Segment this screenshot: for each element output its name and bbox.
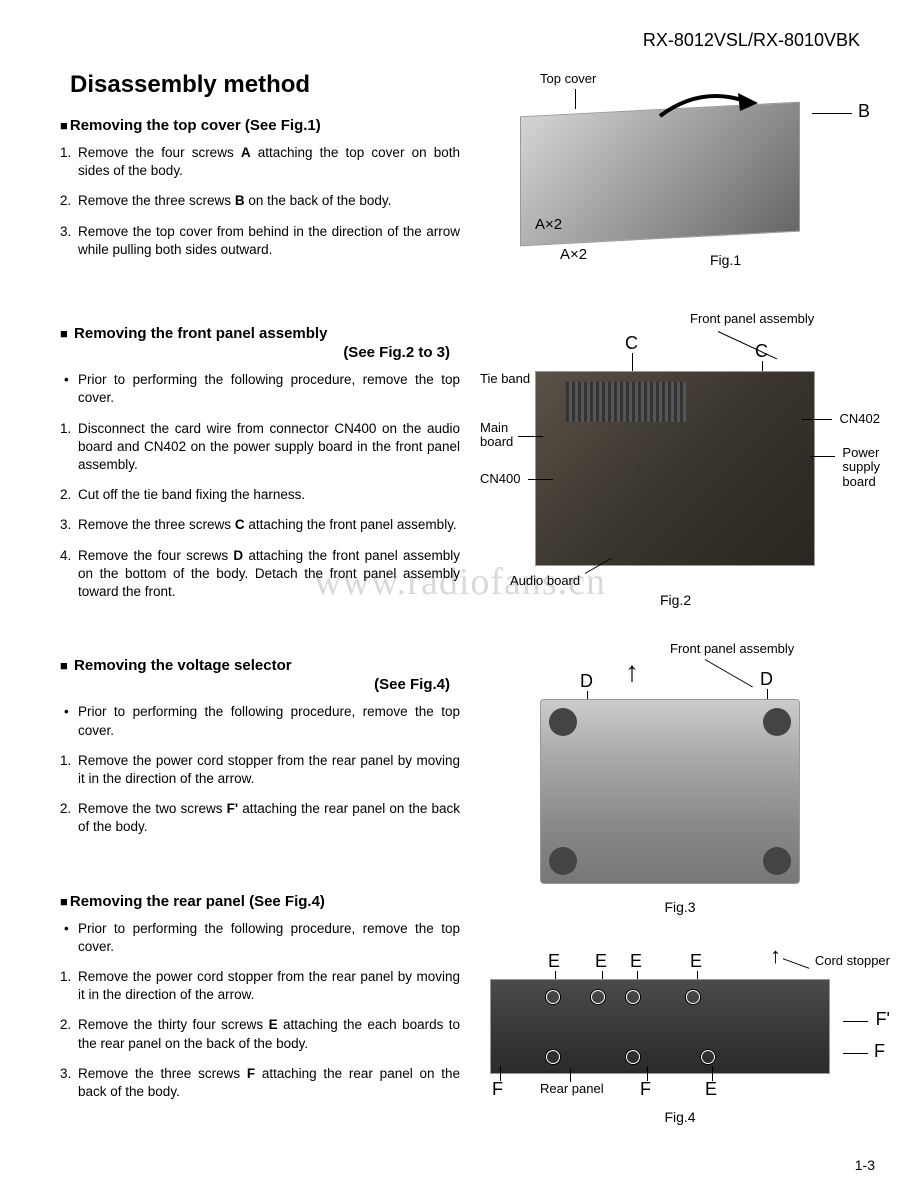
label-e2: E [595,951,607,972]
label-front-panel: Front panel assembly [690,311,814,326]
label-f-right: F [874,1041,885,1062]
step: 2.Remove the thirty four screws E attach… [60,1016,460,1052]
label-power-supply: Powersupplyboard [842,446,880,489]
bullet: Prior to performing the following proced… [60,703,460,739]
step: 2.Remove the two screws F' attaching the… [60,800,460,836]
section-heading-rear-panel: Removing the rear panel (See Fig.4) [60,893,460,910]
label-a2: A×2 [560,246,587,263]
bullets-rear: Prior to performing the following proced… [60,920,460,956]
label-cn400: CN400 [480,471,520,486]
figure-1: Top cover B A×2 A×2 Fig.1 [480,71,880,281]
text-column: Disassembly method Removing the top cove… [60,71,460,1161]
steps-front-panel: 1.Disconnect the card wire from connecto… [60,420,460,602]
bullets-voltage: Prior to performing the following proced… [60,703,460,739]
label-e1: E [548,951,560,972]
page-number: 1-3 [855,1157,875,1173]
step: 1.Remove the power cord stopper from the… [60,968,460,1004]
section-heading-top-cover: Removing the top cover (See Fig.1) [60,117,460,134]
arrow-icon [650,81,770,131]
bullet: Prior to performing the following proced… [60,371,460,407]
main-container: Disassembly method Removing the top cove… [60,71,880,1161]
label-tie-band: Tie band [480,371,530,386]
label-e5: E [705,1079,717,1100]
figure-2: Front panel assembly C C Tie band Mainbo… [480,311,880,611]
label-top-cover: Top cover [540,71,596,86]
step: 3.Remove the three screws C attaching th… [60,516,460,534]
step: 3.Remove the three screws F attaching th… [60,1065,460,1101]
label-a1: A×2 [535,216,562,233]
step: 2.Cut off the tie band fixing the harnes… [60,486,460,504]
steps-rear: 1.Remove the power cord stopper from the… [60,968,460,1101]
header-model: RX-8012VSL/RX-8010VBK [60,30,880,51]
fig2-photo [535,371,815,566]
step: 1.Disconnect the card wire from connecto… [60,420,460,475]
figure-4: E E E E ↑ Cord stopper F' F [480,951,880,1131]
label-main-board: Mainboard [480,421,513,450]
label-f2: F [640,1079,651,1100]
step: 3.Remove the top cover from behind in th… [60,223,460,259]
section-heading-voltage-selector: Removing the voltage selector (See Fig.4… [60,657,460,693]
fig4-caption: Fig.4 [480,1109,880,1125]
label-e4: E [690,951,702,972]
figure-3: Front panel assembly D D ↑ Fig.3 [480,641,880,921]
label-c1: C [625,333,638,354]
fig2-caption: Fig.2 [660,592,691,608]
label-d2: D [760,669,773,690]
label-e3: E [630,951,642,972]
label-b: B [858,101,870,122]
label-audio-board: Audio board [510,573,580,588]
fig4-photo [490,979,830,1074]
label-fp: F' [876,1009,890,1030]
arrow-icon: ↑ [625,656,639,688]
label-d1: D [580,671,593,692]
label-cn402: CN402 [840,411,880,426]
bullets-front-panel: Prior to performing the following proced… [60,371,460,407]
fig3-caption: Fig.3 [480,899,880,915]
label-rear-panel: Rear panel [540,1081,604,1096]
page-title: Disassembly method [70,71,460,99]
fig1-caption: Fig.1 [710,252,741,268]
label-f-left: F [492,1079,503,1100]
step: 4.Remove the four screws D attaching the… [60,547,460,602]
arrow-icon: ↑ [770,943,781,969]
figure-column: Top cover B A×2 A×2 Fig.1 Front panel as… [480,71,880,1161]
step: 1.Remove the four screws A attaching the… [60,144,460,180]
label-front-panel-3: Front panel assembly [670,641,794,656]
fig3-photo [540,699,800,884]
step: 2.Remove the three screws B on the back … [60,192,460,210]
steps-top-cover: 1.Remove the four screws A attaching the… [60,144,460,259]
section-heading-front-panel: Removing the front panel assembly (See F… [60,325,460,361]
step: 1.Remove the power cord stopper from the… [60,752,460,788]
bullet: Prior to performing the following proced… [60,920,460,956]
steps-voltage: 1.Remove the power cord stopper from the… [60,752,460,837]
label-cord-stopper: Cord stopper [815,953,890,968]
